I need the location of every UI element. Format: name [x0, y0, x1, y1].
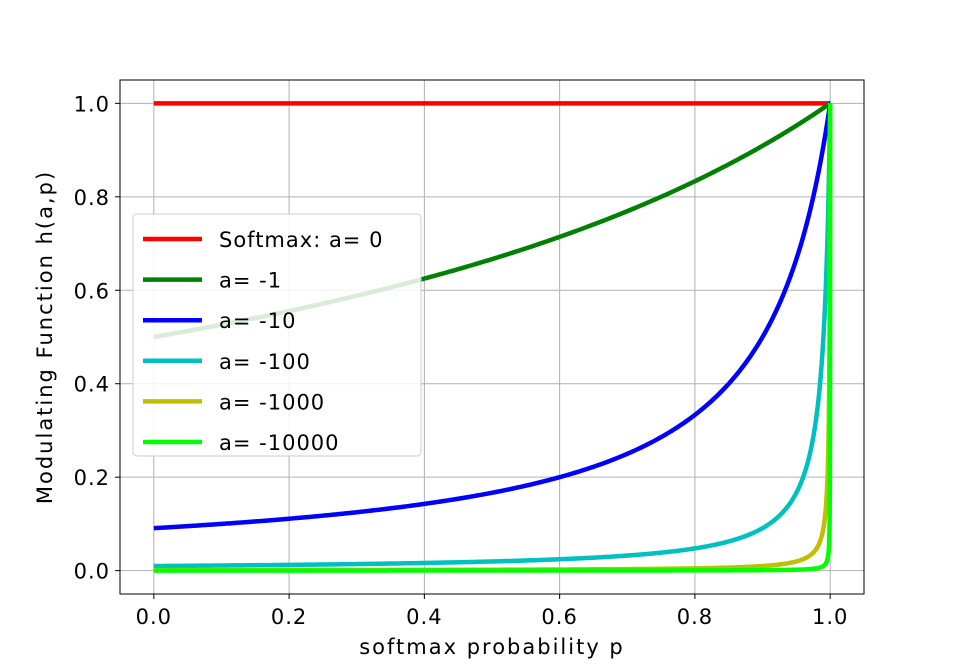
y-tick-label: 0.2 — [74, 466, 110, 490]
legend-label: a= -1000 — [219, 390, 325, 414]
x-tick-label: 1.0 — [812, 605, 848, 629]
legend: Softmax: a= 0 a= -1 a= -10 a= -100 a= -1000 a… — [132, 213, 422, 457]
legend-label: a= -10 — [219, 309, 296, 333]
x-tick-label: 0.8 — [677, 605, 713, 629]
x-tick-label: 0.4 — [406, 605, 442, 629]
y-axis-label: Modulating Function h(a,p) — [33, 170, 57, 504]
y-tick-label: 1.0 — [74, 92, 110, 116]
series-line — [153, 103, 833, 573]
y-tick-label: 0.4 — [74, 373, 110, 397]
y-tick-label: 0.6 — [74, 279, 110, 303]
x-axis-label: softmax probability p — [359, 635, 625, 659]
legend-label: a= -100 — [219, 350, 311, 374]
legend-label: Softmax: a= 0 — [219, 228, 383, 252]
y-tick-label: 0.0 — [74, 560, 110, 584]
x-tick-label: 0.0 — [136, 605, 172, 629]
legend-label: a= -1 — [219, 269, 282, 293]
y-tick-label: 0.8 — [74, 186, 110, 210]
legend-label: a= -10000 — [219, 431, 340, 455]
x-tick-label: 0.2 — [271, 605, 307, 629]
plot-frame — [119, 79, 865, 595]
x-tick-label: 0.6 — [541, 605, 577, 629]
legend-box — [132, 213, 422, 457]
axis-ticks: 0.0 0.2 0.4 0.6 0.8 1.0 0.0 0.2 0.4 0.6 0.8 1.0 — [74, 92, 848, 629]
